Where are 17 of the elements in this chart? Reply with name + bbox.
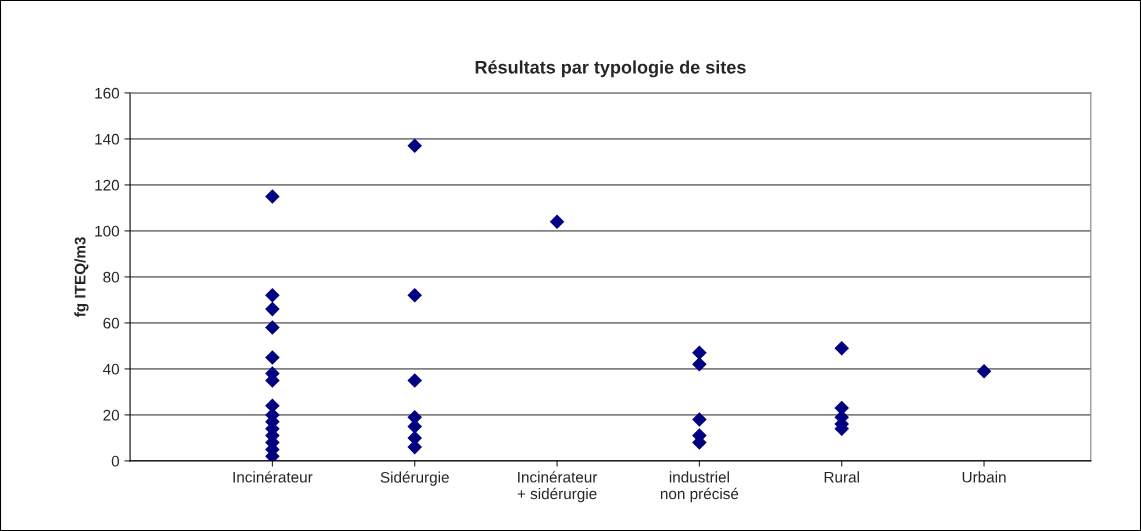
y-tick-label: 120 — [95, 179, 120, 191]
y-tick-label: 40 — [103, 363, 120, 375]
y-tick-label: 140 — [95, 133, 120, 145]
x-tick-label: Rural — [824, 471, 859, 483]
y-tick-label: 60 — [103, 317, 120, 329]
x-tick-label: Incinérateur + sidérurgie — [517, 471, 598, 503]
x-tick-label: Urbain — [962, 471, 1006, 483]
y-tick-label: 100 — [95, 225, 120, 237]
y-tick-label: 0 — [111, 455, 120, 467]
y-tick-label: 20 — [103, 409, 120, 421]
chart-title: Résultats par typologie de sites — [475, 60, 746, 78]
y-tick-label: 80 — [103, 271, 120, 283]
x-tick-label: Incinérateur — [233, 471, 313, 483]
y-axis-title: fg ITEQ/m3 — [74, 237, 89, 317]
x-tick-label: Sidérurgie — [380, 471, 449, 486]
y-tick-label: 160 — [95, 87, 120, 99]
x-tick-label: industriel non précisé — [660, 471, 739, 503]
